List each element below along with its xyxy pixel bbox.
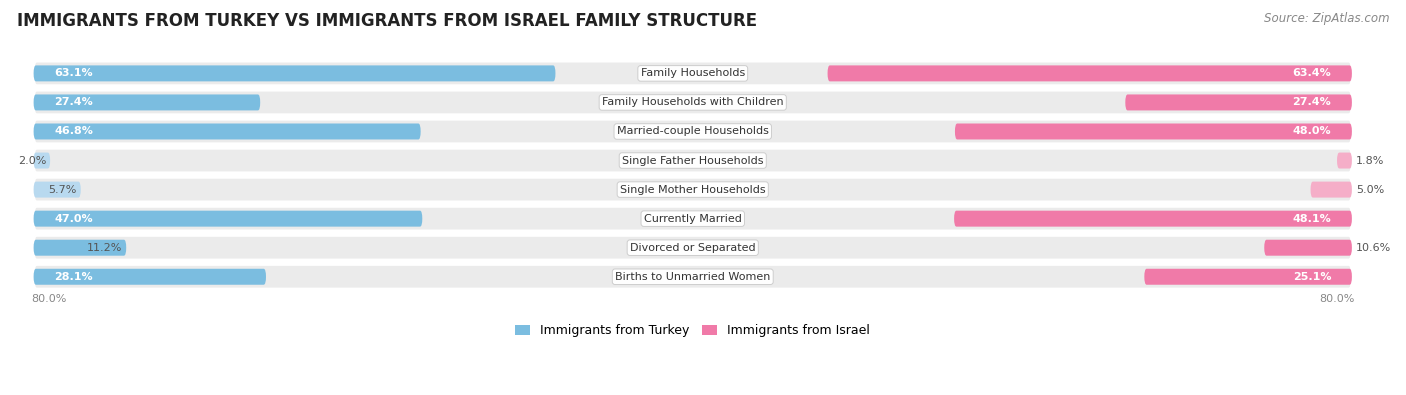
Text: 28.1%: 28.1% (55, 272, 93, 282)
FancyBboxPatch shape (34, 124, 420, 139)
Text: Family Households: Family Households (641, 68, 745, 78)
Text: 48.0%: 48.0% (1292, 126, 1331, 137)
Legend: Immigrants from Turkey, Immigrants from Israel: Immigrants from Turkey, Immigrants from … (510, 320, 875, 342)
Text: 11.2%: 11.2% (87, 243, 122, 253)
Text: IMMIGRANTS FROM TURKEY VS IMMIGRANTS FROM ISRAEL FAMILY STRUCTURE: IMMIGRANTS FROM TURKEY VS IMMIGRANTS FRO… (17, 12, 756, 30)
Text: 10.6%: 10.6% (1355, 243, 1392, 253)
Text: 63.1%: 63.1% (55, 68, 93, 78)
Text: 1.8%: 1.8% (1355, 156, 1385, 166)
Text: 25.1%: 25.1% (1292, 272, 1331, 282)
FancyBboxPatch shape (955, 211, 1353, 227)
FancyBboxPatch shape (34, 149, 1353, 173)
Text: 63.4%: 63.4% (1292, 68, 1331, 78)
Text: 80.0%: 80.0% (31, 293, 66, 304)
Text: 47.0%: 47.0% (55, 214, 93, 224)
FancyBboxPatch shape (34, 66, 555, 81)
FancyBboxPatch shape (34, 94, 260, 111)
FancyBboxPatch shape (955, 124, 1353, 139)
FancyBboxPatch shape (34, 211, 422, 227)
Text: 5.7%: 5.7% (48, 184, 76, 195)
FancyBboxPatch shape (1337, 152, 1353, 169)
FancyBboxPatch shape (34, 120, 1353, 143)
FancyBboxPatch shape (34, 265, 1353, 289)
FancyBboxPatch shape (34, 236, 1353, 260)
Text: Single Mother Households: Single Mother Households (620, 184, 765, 195)
FancyBboxPatch shape (1310, 182, 1353, 198)
FancyBboxPatch shape (34, 178, 1353, 201)
Text: Source: ZipAtlas.com: Source: ZipAtlas.com (1264, 12, 1389, 25)
FancyBboxPatch shape (34, 207, 1353, 231)
FancyBboxPatch shape (34, 269, 266, 285)
Text: 46.8%: 46.8% (55, 126, 93, 137)
FancyBboxPatch shape (1125, 94, 1353, 111)
Text: 27.4%: 27.4% (1292, 98, 1331, 107)
Text: Currently Married: Currently Married (644, 214, 742, 224)
Text: 5.0%: 5.0% (1355, 184, 1385, 195)
Text: 48.1%: 48.1% (1292, 214, 1331, 224)
FancyBboxPatch shape (34, 62, 1353, 85)
Text: Family Households with Children: Family Households with Children (602, 98, 783, 107)
Text: Single Father Households: Single Father Households (621, 156, 763, 166)
Text: Married-couple Households: Married-couple Households (617, 126, 769, 137)
Text: Divorced or Separated: Divorced or Separated (630, 243, 755, 253)
Text: Births to Unmarried Women: Births to Unmarried Women (614, 272, 770, 282)
FancyBboxPatch shape (34, 90, 1353, 114)
Text: 27.4%: 27.4% (55, 98, 93, 107)
FancyBboxPatch shape (34, 152, 51, 169)
Text: 80.0%: 80.0% (1319, 293, 1354, 304)
FancyBboxPatch shape (34, 182, 80, 198)
FancyBboxPatch shape (1144, 269, 1353, 285)
Text: 2.0%: 2.0% (18, 156, 46, 166)
FancyBboxPatch shape (828, 66, 1353, 81)
FancyBboxPatch shape (34, 240, 127, 256)
FancyBboxPatch shape (1264, 240, 1353, 256)
